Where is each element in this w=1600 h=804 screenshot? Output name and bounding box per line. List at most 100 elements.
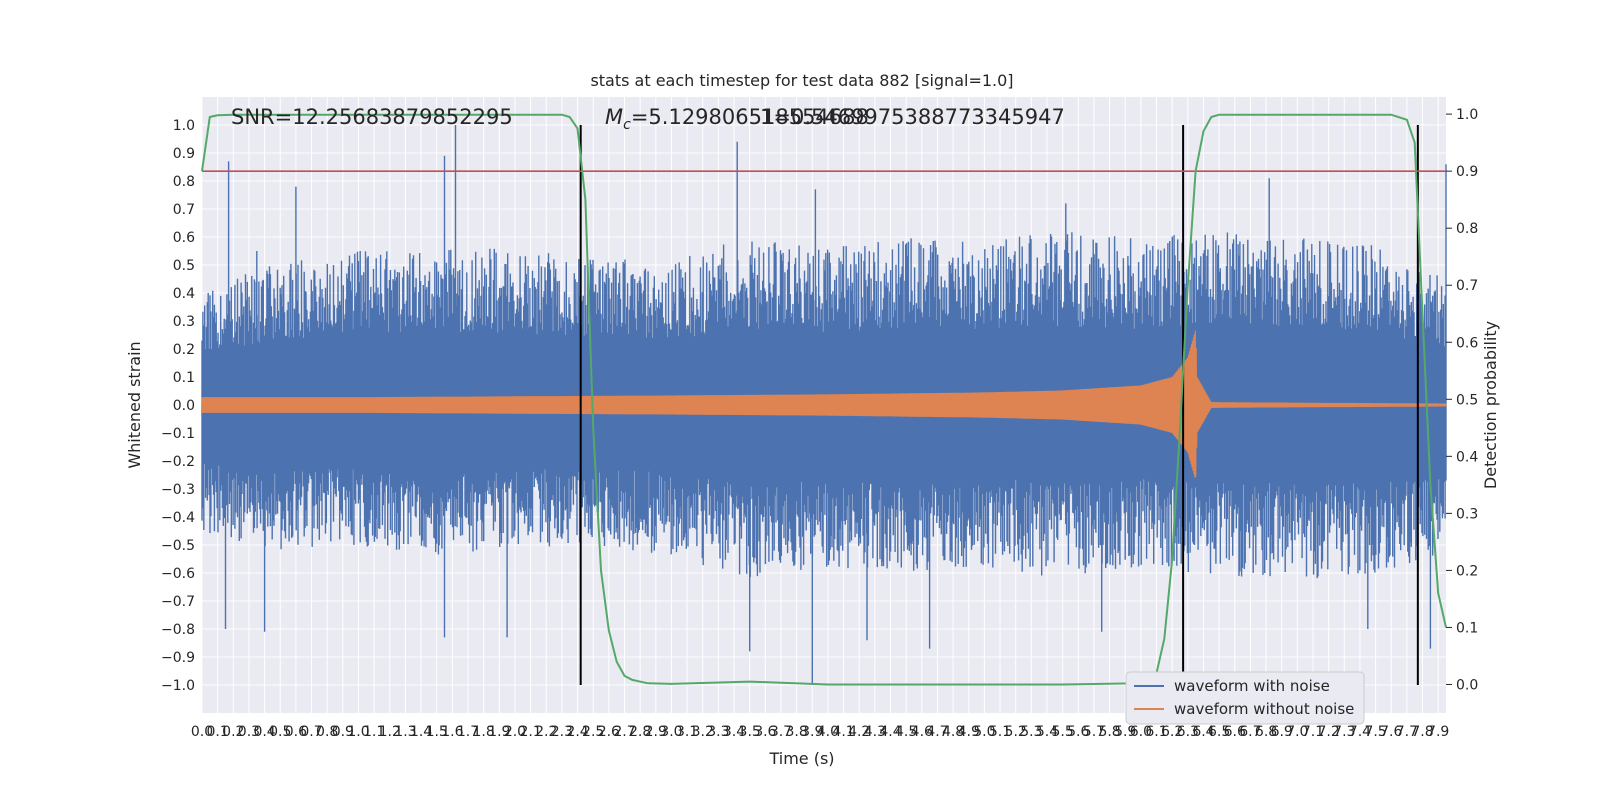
- x-tick-label: 5.4: [1036, 724, 1058, 740]
- y2-tick-label: 1.0: [1456, 107, 1478, 123]
- y2-tick-label: 0.0: [1456, 677, 1478, 693]
- chirp-mass-subscript: c: [623, 117, 631, 133]
- y2-tick-label: 0.6: [1456, 335, 1478, 351]
- x-tick-label: 5.8: [1098, 724, 1120, 740]
- x-tick-label: 3.7: [770, 724, 792, 740]
- y-tick-label: 0.1: [173, 370, 195, 386]
- x-tick-label: 3.2: [692, 724, 714, 740]
- x-tick-label: 4.2: [848, 724, 870, 740]
- x-tick-label: 1.2: [379, 724, 401, 740]
- x-tick-label: 7.5: [1364, 724, 1386, 740]
- y2-tick-label: 0.9: [1456, 164, 1478, 180]
- chirp-mass-value: =5.129806518554688: [631, 105, 869, 129]
- x-tick-label: 2.6: [598, 724, 620, 740]
- x-tick-label: 5.2: [1005, 724, 1027, 740]
- x-tick-label: 3.6: [754, 724, 776, 740]
- x-tick-label: 2.3: [551, 724, 573, 740]
- x-tick-label: 3.1: [676, 724, 698, 740]
- chart-title: stats at each timestep for test data 882…: [590, 71, 1013, 90]
- x-tick-label: 2.2: [535, 724, 557, 740]
- x-tick-label: 5.9: [1114, 724, 1136, 740]
- x-tick-label: 1.8: [473, 724, 495, 740]
- x-tick-label: 0.3: [238, 724, 260, 740]
- snr-annotation: SNR=12.25683879852295: [231, 105, 513, 129]
- y2-tick-label: 0.1: [1456, 620, 1478, 636]
- ticks: 0.00.10.20.30.40.50.60.70.80.91.01.11.21…: [161, 107, 1478, 740]
- x-tick-label: 7.3: [1333, 724, 1355, 740]
- legend-label-clean: waveform without noise: [1174, 700, 1354, 718]
- y2-tick-label: 0.4: [1456, 449, 1478, 465]
- y2-axis-label: Detection probability: [1481, 321, 1500, 489]
- y2-tick-label: 0.7: [1456, 278, 1478, 294]
- x-tick-label: 4.8: [942, 724, 964, 740]
- x-tick-label: 6.0: [1130, 724, 1152, 740]
- x-tick-label: 0.9: [332, 724, 354, 740]
- y-tick-label: 1.0: [173, 118, 195, 134]
- x-tick-label: 6.2: [1161, 724, 1183, 740]
- x-tick-label: 5.3: [1020, 724, 1042, 740]
- y2-tick-label: 0.2: [1456, 563, 1478, 579]
- x-tick-label: 5.7: [1083, 724, 1105, 740]
- x-tick-label: 7.2: [1318, 724, 1340, 740]
- x-tick-label: 7.1: [1302, 724, 1324, 740]
- x-tick-label: 6.6: [1224, 724, 1246, 740]
- probability-line: [201, 113, 1447, 686]
- y-tick-label: −0.5: [161, 538, 195, 554]
- chirp-mass-symbol: M: [605, 105, 623, 129]
- x-tick-label: 4.3: [864, 724, 886, 740]
- y-tick-label: 0.7: [173, 202, 195, 218]
- x-tick-label: 2.5: [582, 724, 604, 740]
- chirp-mass-annotation: Mc=5.129806518554688: [605, 105, 869, 133]
- x-tick-label: 7.9: [1427, 724, 1449, 740]
- y-tick-label: −0.7: [161, 594, 195, 610]
- y-tick-label: 0.0: [173, 398, 195, 414]
- x-tick-label: 7.7: [1396, 724, 1418, 740]
- x-tick-label: 4.9: [958, 724, 980, 740]
- x-axis-label: Time (s): [768, 749, 834, 768]
- x-tick-label: 6.7: [1239, 724, 1261, 740]
- x-tick-label: 7.0: [1286, 724, 1308, 740]
- y-tick-label: −0.2: [161, 454, 195, 470]
- x-tick-label: 1.0: [347, 724, 369, 740]
- x-tick-label: 4.4: [879, 724, 901, 740]
- y2-tick-label: 0.8: [1456, 221, 1478, 237]
- y-axis-label: Whitened strain: [125, 341, 144, 468]
- x-tick-label: 3.3: [707, 724, 729, 740]
- y-tick-label: −0.4: [161, 510, 195, 526]
- x-tick-label: 3.9: [801, 724, 823, 740]
- x-tick-label: 0.5: [269, 724, 291, 740]
- x-tick-label: 7.8: [1411, 724, 1433, 740]
- series-clean: [201, 330, 1447, 478]
- x-tick-label: 4.5: [895, 724, 917, 740]
- x-tick-label: 1.9: [488, 724, 510, 740]
- x-tick-label: 6.5: [1208, 724, 1230, 740]
- x-tick-label: 1.1: [363, 724, 385, 740]
- x-tick-label: 4.6: [911, 724, 933, 740]
- x-tick-label: 2.0: [504, 724, 526, 740]
- overlap-annotation: 1=0.5469975388773345947: [760, 105, 1065, 129]
- x-tick-label: 0.8: [316, 724, 338, 740]
- x-tick-label: 2.4: [566, 724, 588, 740]
- x-tick-label: 0.6: [285, 724, 307, 740]
- legend: waveform with noise waveform without noi…: [1125, 671, 1365, 725]
- y-tick-label: −1.0: [161, 678, 195, 694]
- x-tick-label: 0.1: [207, 724, 229, 740]
- y-tick-label: −0.6: [161, 566, 195, 582]
- y-tick-label: 0.5: [173, 258, 195, 274]
- x-tick-label: 3.4: [723, 724, 745, 740]
- y-tick-label: 0.3: [173, 314, 195, 330]
- y2-tick-label: 0.5: [1456, 392, 1478, 408]
- y-tick-label: −0.3: [161, 482, 195, 498]
- x-tick-label: 5.6: [1067, 724, 1089, 740]
- series-probability: [201, 113, 1447, 686]
- x-tick-label: 0.4: [253, 724, 275, 740]
- x-tick-label: 5.5: [1051, 724, 1073, 740]
- y2-tick-label: 0.3: [1456, 506, 1478, 522]
- x-tick-label: 3.0: [660, 724, 682, 740]
- y-tick-label: 0.6: [173, 230, 195, 246]
- x-tick-label: 4.7: [926, 724, 948, 740]
- y-tick-label: 0.2: [173, 342, 195, 358]
- x-tick-label: 6.9: [1271, 724, 1293, 740]
